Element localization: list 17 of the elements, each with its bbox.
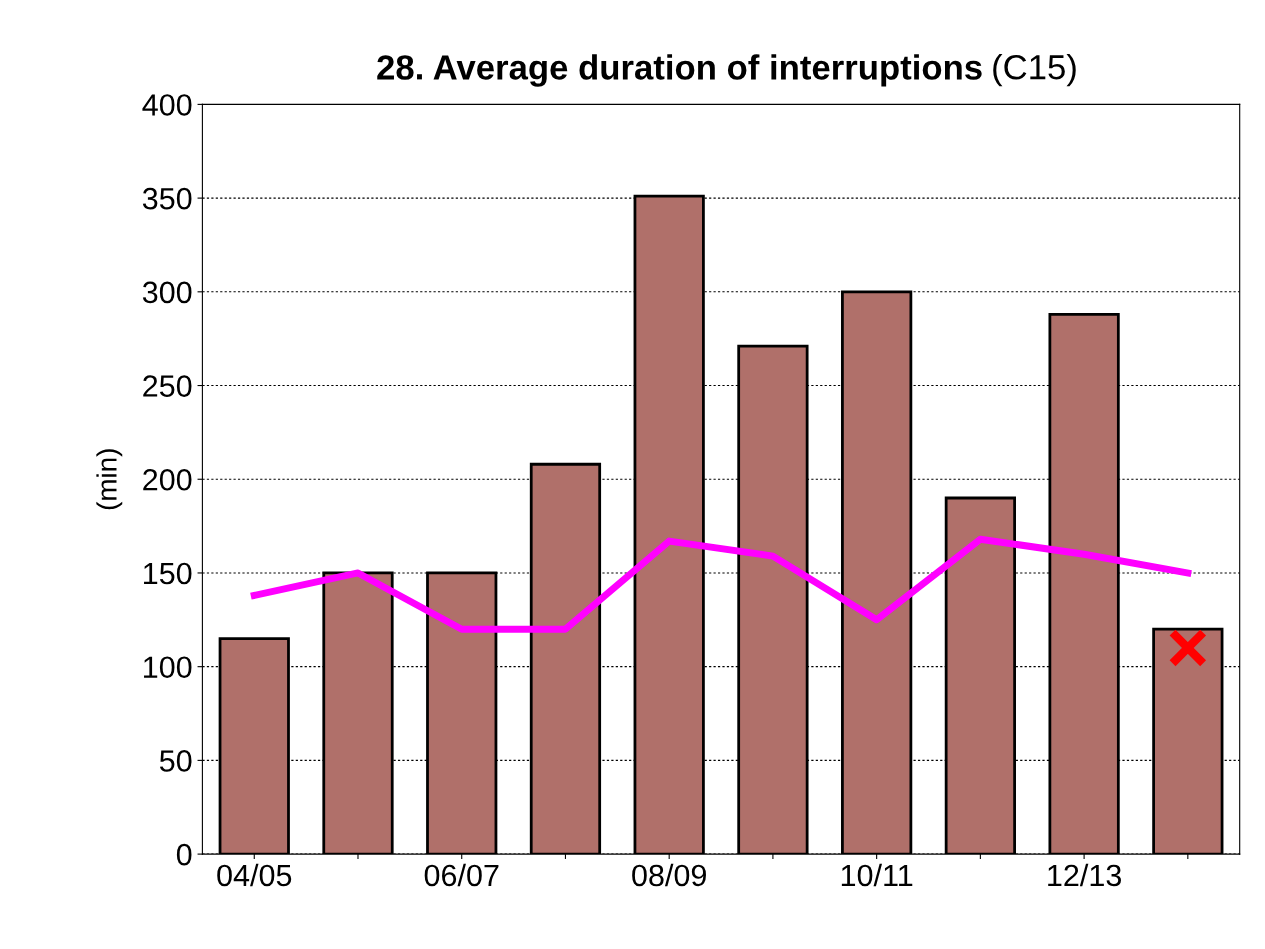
y-tick-label: 200 xyxy=(143,468,192,491)
y-tick-label: 400 xyxy=(142,94,192,116)
x-tick-label: 08/09 xyxy=(632,863,706,887)
x-tick-label: 04/05 xyxy=(217,863,292,887)
y-tick-label: 100 xyxy=(144,656,192,679)
chart-title: 28. Average duration of interruptions xyxy=(377,54,982,87)
y-tick-label: 350 xyxy=(142,187,192,210)
y-tick-label: 250 xyxy=(143,375,192,397)
x-tick-label: 10/11 xyxy=(841,863,913,887)
y-axis-title: (min) xyxy=(96,449,123,510)
y-tick-label: 150 xyxy=(144,562,192,585)
x-tick-label: 06/07 xyxy=(424,863,499,887)
y-tick-label: 0 xyxy=(176,843,192,866)
y-tick-label: 300 xyxy=(142,281,192,304)
y-tick-label: 50 xyxy=(159,750,192,772)
chart-subtitle: (C15) xyxy=(993,54,1076,87)
x-tick-label: 12/13 xyxy=(1048,863,1121,887)
